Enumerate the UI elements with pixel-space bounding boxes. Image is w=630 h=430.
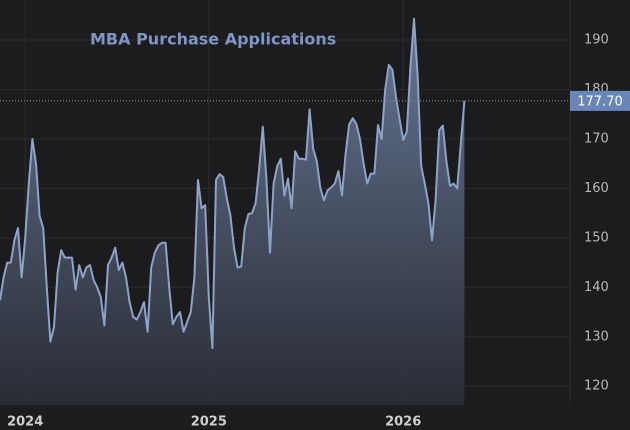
y-tick-label: 150 (584, 230, 609, 245)
plot (0, 17, 466, 406)
y-tick-label: 190 (584, 33, 609, 48)
area-fill (0, 18, 465, 406)
x-tick-label: 2025 (191, 415, 227, 430)
chart-title: MBA Purchase Applications (90, 30, 336, 49)
x-tick-label: 2024 (7, 415, 43, 430)
y-tick-label: 130 (584, 329, 609, 344)
last-value-box (570, 90, 630, 111)
last-value-label: 177.70 (577, 94, 623, 109)
y-tick-label: 160 (584, 181, 609, 196)
y-tick-label: 120 (584, 379, 609, 394)
series-line (0, 17, 466, 350)
x-tick-label: 2026 (385, 415, 421, 430)
y-tick-label: 140 (584, 280, 609, 295)
y-tick-label: 170 (584, 131, 609, 146)
